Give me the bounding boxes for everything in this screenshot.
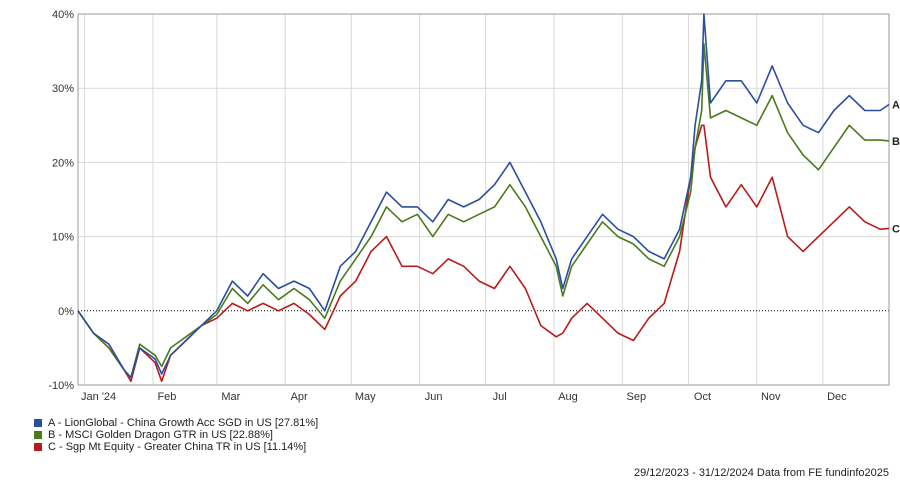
end-label-b: B	[892, 136, 900, 148]
x-tick-label: Mar	[221, 391, 240, 403]
plot-frame	[77, 13, 890, 386]
x-tick-label: Jan '24	[81, 391, 116, 403]
footer-source: 29/12/2023 - 31/12/2024 Data from FE fun…	[633, 467, 889, 479]
legend-swatch-c	[34, 443, 42, 451]
x-tick-label: Oct	[694, 391, 711, 403]
y-tick-label: -10%	[48, 380, 74, 392]
series-layer	[77, 13, 890, 383]
x-tick-label: Jun	[425, 391, 443, 403]
x-tick-label: Dec	[827, 391, 847, 403]
y-tick-label: 30%	[52, 83, 74, 95]
end-label-a: A	[892, 100, 900, 112]
x-tick-label: May	[355, 391, 376, 403]
x-tick-label: Nov	[761, 391, 781, 403]
legend-item-c: C - Sgp Mt Equity - Greater China TR in …	[34, 441, 318, 453]
legend-label-a: A - LionGlobal - China Growth Acc SGD in…	[48, 417, 319, 429]
x-tick-label: Jul	[493, 391, 507, 403]
x-tick-label: Apr	[291, 391, 308, 403]
legend: A - LionGlobal - China Growth Acc SGD in…	[34, 417, 318, 453]
x-tick-label: Aug	[558, 391, 578, 403]
y-tick-label: 10%	[52, 232, 74, 244]
y-tick-label: 0%	[58, 306, 74, 318]
end-label-c: C	[892, 223, 900, 235]
x-axis: Jan '24 Feb Mar Apr May Jun Jul Aug Sep Oct Nov Dec	[81, 391, 847, 403]
y-tick-label: 40%	[52, 9, 74, 21]
series-line-a	[77, 13, 890, 379]
end-labels: A B C	[892, 100, 900, 236]
y-tick-label: 20%	[52, 157, 74, 169]
legend-swatch-b	[34, 431, 42, 439]
legend-label-c: C - Sgp Mt Equity - Greater China TR in …	[48, 441, 307, 453]
legend-label-b: B - MSCI Golden Dragon GTR in US [22.88%…	[48, 429, 273, 441]
legend-item-b: B - MSCI Golden Dragon GTR in US [22.88%…	[34, 429, 318, 441]
x-tick-label: Sep	[627, 391, 647, 403]
x-tick-label: Feb	[157, 391, 176, 403]
series-line-c	[77, 124, 890, 383]
legend-swatch-a	[34, 419, 42, 427]
grid	[78, 13, 889, 386]
y-axis: 40% 30% 20% 10% 0% -10%	[48, 9, 74, 392]
legend-item-a: A - LionGlobal - China Growth Acc SGD in…	[34, 417, 318, 429]
